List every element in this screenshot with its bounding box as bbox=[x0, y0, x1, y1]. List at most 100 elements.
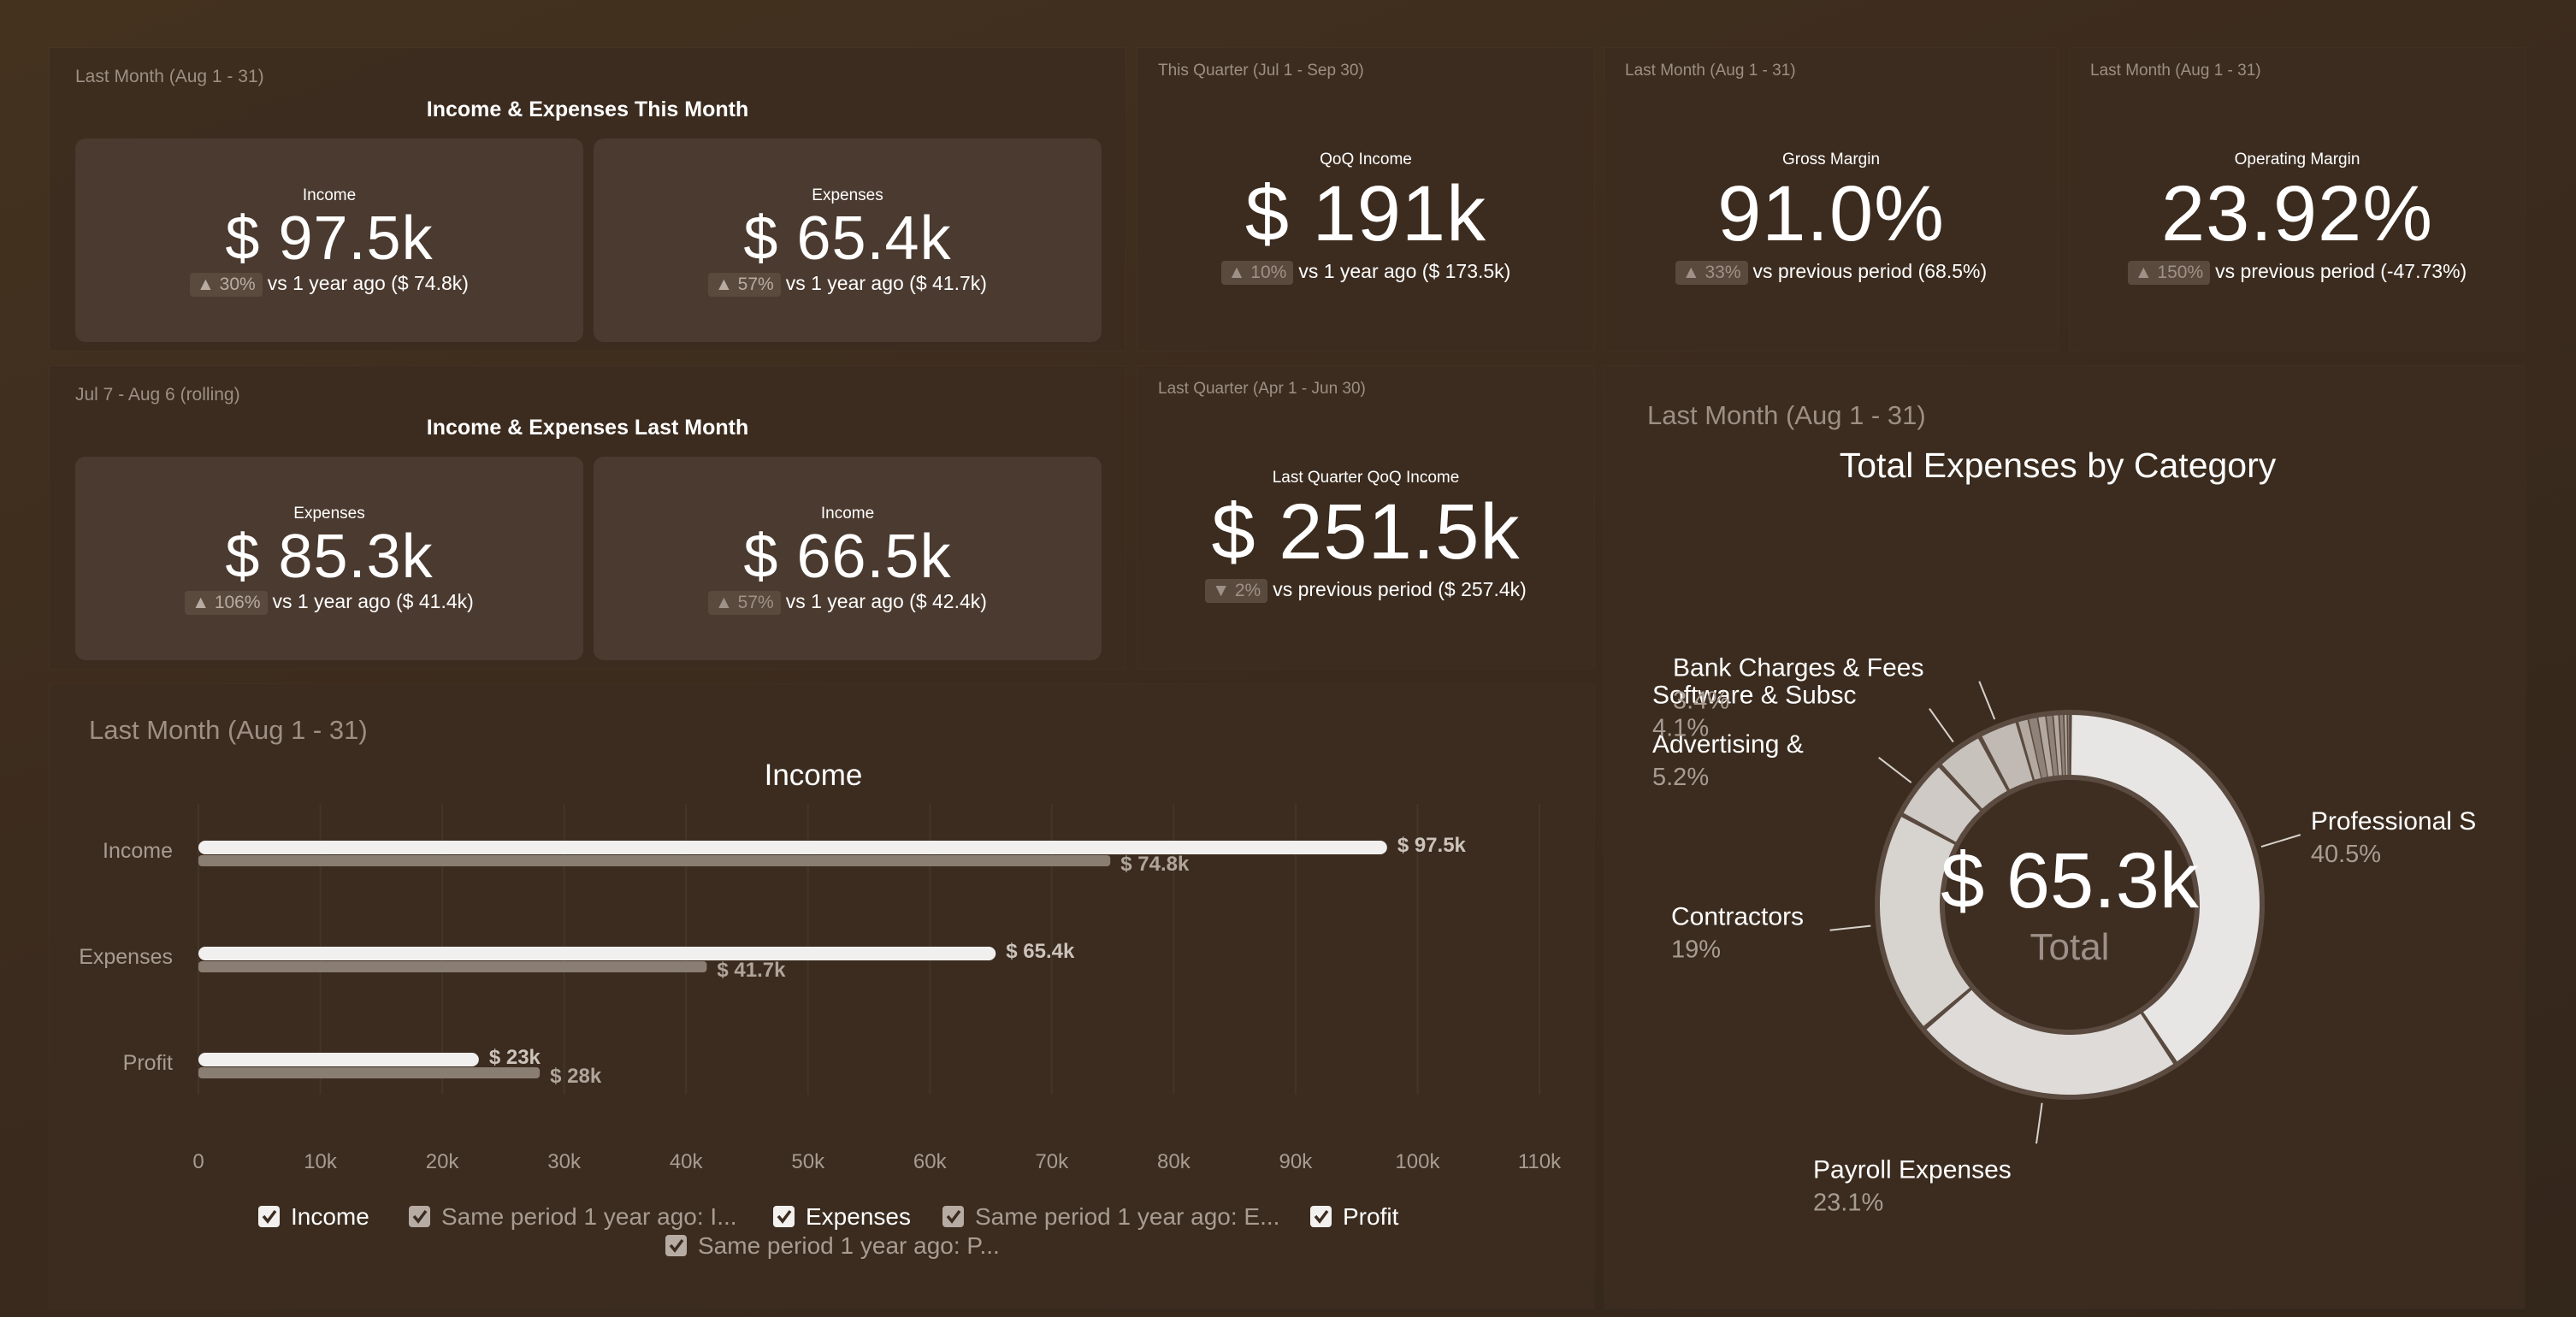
period-label: Last Month (Aug 1 - 31) bbox=[1647, 400, 1926, 430]
kpi-comparison: vs 1 year ago ($ 173.5k) bbox=[1298, 260, 1511, 282]
y-category-label: Profit bbox=[123, 1051, 173, 1075]
kpi-value: $ 251.5k bbox=[1211, 488, 1521, 576]
check-icon bbox=[946, 1209, 961, 1224]
x-tick-label: 60k bbox=[913, 1150, 948, 1173]
bar-current[interactable] bbox=[198, 947, 996, 960]
trend-badge: ▲ 57% bbox=[708, 591, 781, 615]
legend-checkbox[interactable] bbox=[773, 1206, 795, 1227]
donut-slice[interactable] bbox=[2068, 715, 2070, 776]
slice-leader-line bbox=[1978, 681, 1996, 720]
legend-label: Profit bbox=[1343, 1203, 1399, 1230]
bar-prior-year[interactable] bbox=[198, 855, 1111, 866]
slice-percent: 5.2% bbox=[1652, 764, 1709, 791]
legend-item[interactable]: Income bbox=[258, 1203, 369, 1230]
panel-qoq-income[interactable]: This Quarter (Jul 1 - Sep 30) QoQ Income… bbox=[1137, 48, 1594, 351]
trend-badge: ▲ 57% bbox=[708, 273, 781, 297]
kpi-card-income[interactable]: Income $ 97.5k ▲ 30% vs 1 year ago ($ 74.… bbox=[75, 139, 583, 342]
legend-checkbox[interactable] bbox=[258, 1206, 280, 1227]
donut-slice[interactable] bbox=[2064, 715, 2068, 776]
legend-item[interactable]: Same period 1 year ago: E... bbox=[942, 1203, 1279, 1230]
kpi-label: QoQ Income bbox=[1320, 151, 1412, 168]
panel-title: Income & Expenses This Month bbox=[426, 97, 749, 121]
y-category-label: Expenses bbox=[79, 945, 173, 969]
kpi-card-expenses[interactable]: Expenses $ 65.4k ▲ 57% vs 1 year ago ($ 4… bbox=[594, 139, 1102, 342]
kpi-label: Operating Margin bbox=[2234, 151, 2360, 168]
donut-slice[interactable] bbox=[2018, 719, 2041, 780]
chart-title: Income bbox=[765, 759, 863, 792]
bar-prior-year[interactable] bbox=[198, 961, 707, 972]
donut-slice[interactable] bbox=[2071, 715, 2260, 1062]
expenses-donut-chart: Total Expenses by Category Professional … bbox=[1652, 446, 2476, 1216]
kpi-label: Income bbox=[302, 186, 357, 204]
donut-slice[interactable] bbox=[2046, 715, 2059, 777]
kpi-card-expenses[interactable]: Expenses $ 85.3k ▲ 106% vs 1 year ago ($ … bbox=[75, 457, 583, 660]
kpi-card-income[interactable]: Income $ 66.5k ▲ 57% vs 1 year ago ($ 42.… bbox=[594, 457, 1102, 660]
legend-label: Income bbox=[291, 1203, 369, 1230]
x-tick-label: 80k bbox=[1157, 1150, 1191, 1173]
donut-hole bbox=[1945, 780, 2195, 1030]
legend-item[interactable]: Expenses bbox=[773, 1203, 911, 1230]
legend-item[interactable]: Same period 1 year ago: P... bbox=[665, 1232, 1000, 1259]
legend-item[interactable]: Same period 1 year ago: I... bbox=[409, 1203, 737, 1230]
donut-slice[interactable] bbox=[1982, 723, 2033, 790]
trend-badge: ▲ 30% bbox=[190, 273, 263, 297]
kpi-value: $ 65.4k bbox=[743, 204, 952, 273]
trend-badge: ▼ 2% bbox=[1205, 579, 1268, 603]
bar-current[interactable] bbox=[198, 1053, 479, 1066]
legend-checkbox[interactable] bbox=[665, 1235, 687, 1256]
x-tick-label: 0 bbox=[192, 1150, 204, 1173]
legend-checkbox[interactable] bbox=[942, 1206, 964, 1227]
slice-label: Contractors bbox=[1671, 903, 1804, 931]
x-tick-label: 110k bbox=[1518, 1150, 1562, 1173]
legend-label: Same period 1 year ago: I... bbox=[441, 1203, 737, 1230]
panel-gross-margin[interactable]: Last Month (Aug 1 - 31) Gross Margin 91.… bbox=[1604, 48, 2058, 351]
donut-slice[interactable] bbox=[1880, 817, 1970, 1026]
slice-label: Payroll Expenses bbox=[1813, 1155, 2012, 1184]
legend-checkbox[interactable] bbox=[1310, 1206, 1332, 1227]
x-tick-label: 20k bbox=[426, 1150, 460, 1173]
kpi-comparison-row: ▲ 106% vs 1 year ago ($ 41.4k) bbox=[75, 590, 583, 615]
period-label: Jul 7 - Aug 6 (rolling) bbox=[75, 385, 240, 405]
donut-slice[interactable] bbox=[1941, 738, 2007, 809]
period-label: Last Month (Aug 1 - 31) bbox=[89, 715, 368, 745]
kpi-comparison-row: ▼ 2% vs previous period ($ 257.4k) bbox=[1137, 578, 1594, 603]
bar-value-label: $ 28k bbox=[550, 1065, 602, 1088]
legend-item[interactable]: Profit bbox=[1310, 1203, 1399, 1230]
slice-leader-line bbox=[1929, 708, 1954, 743]
donut-slice[interactable] bbox=[2053, 715, 2062, 776]
kpi-label: Gross Margin bbox=[1781, 151, 1881, 168]
trend-badge: ▲ 106% bbox=[185, 591, 268, 615]
check-icon bbox=[1314, 1209, 1329, 1224]
slice-leader-line bbox=[1829, 924, 1871, 931]
period-label: Last Month (Aug 1 - 31) bbox=[1625, 62, 1796, 80]
slice-label: Professional S bbox=[2311, 807, 2476, 836]
panel-income-expenses-this-month: Last Month (Aug 1 - 31) Income & Expense… bbox=[50, 48, 1126, 351]
slice-percent: 3.4% bbox=[1673, 688, 1729, 715]
panel-title: Income & Expenses Last Month bbox=[426, 416, 749, 440]
x-tick-label: 40k bbox=[670, 1150, 704, 1173]
donut-slice[interactable] bbox=[2038, 716, 2053, 777]
panel-operating-margin[interactable]: Last Month (Aug 1 - 31) Operating Margin… bbox=[2070, 48, 2525, 351]
panel-last-quarter-qoq-income[interactable]: Last Quarter (Apr 1 - Jun 30) Last Quart… bbox=[1137, 366, 1594, 669]
bar-value-label: $ 65.4k bbox=[1006, 940, 1075, 963]
donut-center-value: $ 65.3k bbox=[1941, 837, 2200, 924]
bar-prior-year[interactable] bbox=[198, 1067, 541, 1078]
donut-slice[interactable] bbox=[2029, 718, 2047, 778]
slice-label: Advertising & bbox=[1652, 730, 1804, 759]
legend-label: Expenses bbox=[806, 1203, 911, 1230]
kpi-comparison: vs previous period (68.5%) bbox=[1752, 260, 1988, 282]
bar-current[interactable] bbox=[198, 841, 1387, 854]
donut-slice[interactable] bbox=[1903, 767, 1981, 842]
legend-checkbox[interactable] bbox=[409, 1206, 430, 1227]
period-label: Last Quarter (Apr 1 - Jun 30) bbox=[1158, 380, 1366, 398]
x-tick-label: 90k bbox=[1279, 1150, 1314, 1173]
donut-slice[interactable] bbox=[1926, 989, 2174, 1095]
kpi-comparison-row: ▲ 30% vs 1 year ago ($ 74.8k) bbox=[75, 272, 583, 297]
period-label: Last Month (Aug 1 - 31) bbox=[75, 67, 264, 86]
donut-slice[interactable] bbox=[2059, 715, 2065, 776]
kpi-label: Expenses bbox=[812, 186, 883, 204]
check-icon bbox=[412, 1209, 428, 1224]
kpi-value: 23.92% bbox=[2160, 170, 2434, 257]
kpi-comparison-row: ▲ 150% vs previous period (-47.73%) bbox=[2070, 260, 2525, 285]
